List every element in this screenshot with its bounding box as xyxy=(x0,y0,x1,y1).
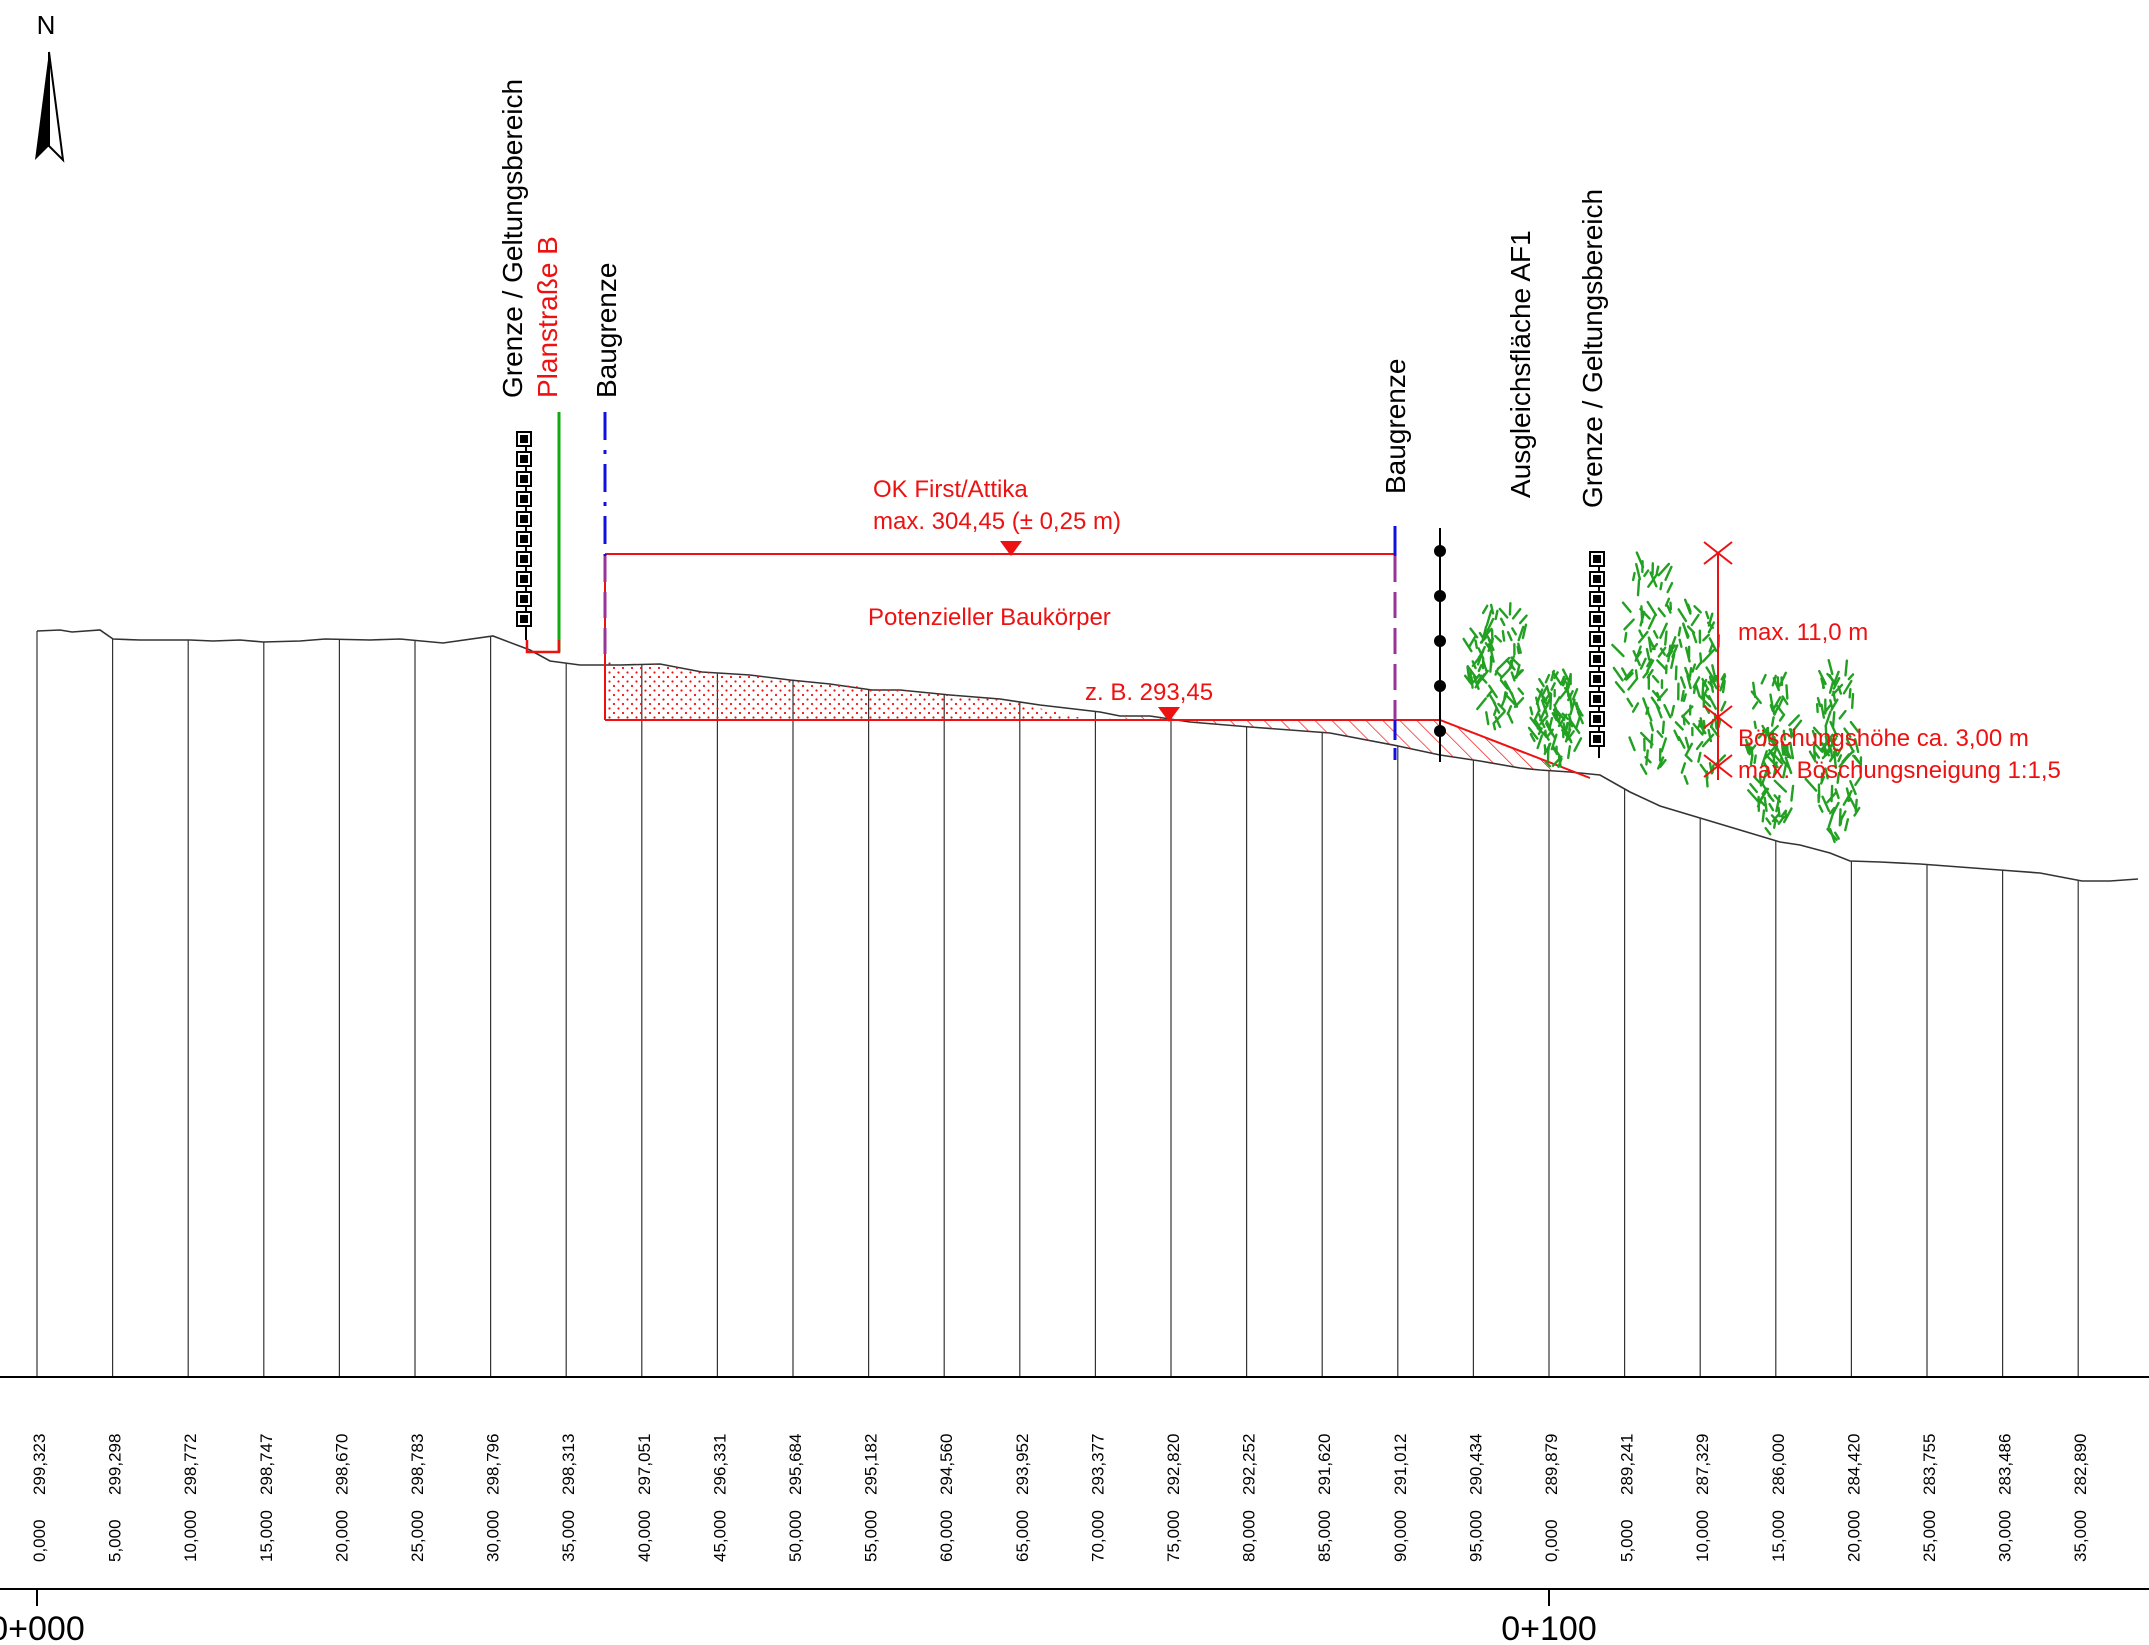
tree-symbol xyxy=(1462,602,1528,731)
elevation-value: 289,241 xyxy=(1618,1434,1637,1495)
elevation-value: 299,323 xyxy=(30,1434,49,1495)
elevation-value: 290,434 xyxy=(1466,1434,1485,1495)
north-arrow-left-half xyxy=(35,52,49,160)
tree-symbol xyxy=(1611,551,1679,775)
elevation-value: 292,820 xyxy=(1164,1434,1183,1495)
annotation-boeschung-1: Böschungshöhe ca. 3,00 m xyxy=(1738,725,2029,752)
fill-hatch-area xyxy=(1090,716,1590,778)
distance-value: 65,000 xyxy=(1013,1510,1032,1562)
distance-value: 25,000 xyxy=(408,1510,427,1562)
profile-table: 299,323 0,000 299,298 5,000 298,772 10,000 298… xyxy=(30,1434,2090,1562)
elevation-value: 282,890 xyxy=(2071,1434,2090,1495)
terrain-line xyxy=(36,629,2139,882)
elevation-value: 283,486 xyxy=(1996,1434,2015,1495)
boundary-wall-right xyxy=(1589,551,1605,758)
annotation-boeschung-2: max. Böschungsneigung 1:1,5 xyxy=(1738,757,2061,784)
elevation-value: 292,252 xyxy=(1240,1434,1259,1495)
distance-value: 15,000 xyxy=(257,1510,276,1562)
distance-value: 5,000 xyxy=(1618,1519,1637,1562)
station-lines xyxy=(36,631,2079,1377)
elevation-value: 298,670 xyxy=(332,1434,351,1495)
north-label: N xyxy=(37,10,56,40)
distance-value: 15,000 xyxy=(1769,1510,1788,1562)
tree-symbol xyxy=(1744,671,1803,836)
distance-value: 35,000 xyxy=(559,1510,578,1562)
distance-value: 55,000 xyxy=(862,1510,881,1562)
distance-value: 30,000 xyxy=(484,1510,503,1562)
label-baugrenze-right: Baugrenze xyxy=(1380,359,1411,494)
distance-value: 45,000 xyxy=(710,1510,729,1562)
distance-value: 50,000 xyxy=(786,1510,805,1562)
elevation-value: 295,182 xyxy=(862,1434,881,1495)
elevation-value: 295,684 xyxy=(786,1434,805,1495)
elevation-value: 283,755 xyxy=(1920,1434,1939,1495)
label-grenze-left: Grenze / Geltungsbereich xyxy=(497,79,528,398)
label-ausgleich: Ausgleichsfläche AF1 xyxy=(1505,230,1536,498)
elevation-value: 293,952 xyxy=(1013,1434,1032,1495)
elevation-value: 293,377 xyxy=(1088,1434,1107,1495)
elevation-value: 297,051 xyxy=(635,1434,654,1495)
label-planstrasse: Planstraße B xyxy=(532,236,563,398)
distance-value: 95,000 xyxy=(1466,1510,1485,1562)
tree-symbol xyxy=(1527,668,1584,768)
north-arrow-right-half xyxy=(48,51,65,163)
distance-value: 60,000 xyxy=(937,1510,956,1562)
ok-first-marker xyxy=(1000,541,1022,556)
distance-value: 20,000 xyxy=(332,1510,351,1562)
label-grenze-right: Grenze / Geltungsbereich xyxy=(1577,189,1608,508)
elevation-value: 298,796 xyxy=(484,1434,503,1495)
distance-value: 25,000 xyxy=(1920,1510,1939,1562)
elevation-value: 296,331 xyxy=(710,1434,729,1495)
distance-value: 35,000 xyxy=(2071,1510,2090,1562)
distance-value: 30,000 xyxy=(1996,1510,2015,1562)
annotation-ok-first-2: max. 304,45 (± 0,25 m) xyxy=(873,508,1121,535)
distance-value: 0,000 xyxy=(30,1519,49,1562)
distance-value: 0,000 xyxy=(1542,1519,1561,1562)
elevation-value: 284,420 xyxy=(1844,1434,1863,1495)
height-dimension xyxy=(1703,541,1733,780)
elevation-value: 298,747 xyxy=(257,1434,276,1495)
distance-value: 75,000 xyxy=(1164,1510,1183,1562)
distance-value: 90,000 xyxy=(1391,1510,1410,1562)
distance-value: 5,000 xyxy=(106,1519,125,1562)
annotation-max-height: max. 11,0 m xyxy=(1738,619,1868,646)
cut-fill-area xyxy=(605,655,1090,720)
north-arrow: N xyxy=(35,10,65,163)
distance-value: 80,000 xyxy=(1240,1510,1259,1562)
tree-symbol xyxy=(1804,659,1863,844)
elevation-value: 286,000 xyxy=(1769,1434,1788,1495)
ausgleich-marker-line xyxy=(1434,528,1446,762)
station-label-100: 0+100 xyxy=(1501,1610,1597,1645)
distance-value: 10,000 xyxy=(1693,1510,1712,1562)
station-label-0: 0+000 xyxy=(0,1610,85,1645)
annotation-zb: z. B. 293,45 xyxy=(1085,679,1213,706)
distance-value: 85,000 xyxy=(1315,1510,1334,1562)
elevation-value: 291,012 xyxy=(1391,1434,1410,1495)
distance-value: 40,000 xyxy=(635,1510,654,1562)
elevation-value: 289,879 xyxy=(1542,1434,1561,1495)
planstrasse-step xyxy=(525,640,561,654)
distance-value: 70,000 xyxy=(1088,1510,1107,1562)
elevation-value: 294,560 xyxy=(937,1434,956,1495)
distance-value: 10,000 xyxy=(181,1510,200,1562)
boundary-wall-left xyxy=(516,431,532,640)
zb-marker xyxy=(1158,707,1180,722)
elevation-value: 298,783 xyxy=(408,1434,427,1495)
elevation-value: 291,620 xyxy=(1315,1434,1334,1495)
label-baugrenze-left: Baugrenze xyxy=(591,263,622,398)
elevation-value: 287,329 xyxy=(1693,1434,1712,1495)
elevation-value: 298,772 xyxy=(181,1434,200,1495)
elevation-value: 298,313 xyxy=(559,1434,578,1495)
annotation-ok-first-1: OK First/Attika xyxy=(873,476,1028,503)
vegetation xyxy=(1462,551,1863,844)
annotation-baukoerper: Potenzieller Baukörper xyxy=(868,604,1111,631)
elevation-value: 299,298 xyxy=(106,1434,125,1495)
distance-value: 20,000 xyxy=(1844,1510,1863,1562)
